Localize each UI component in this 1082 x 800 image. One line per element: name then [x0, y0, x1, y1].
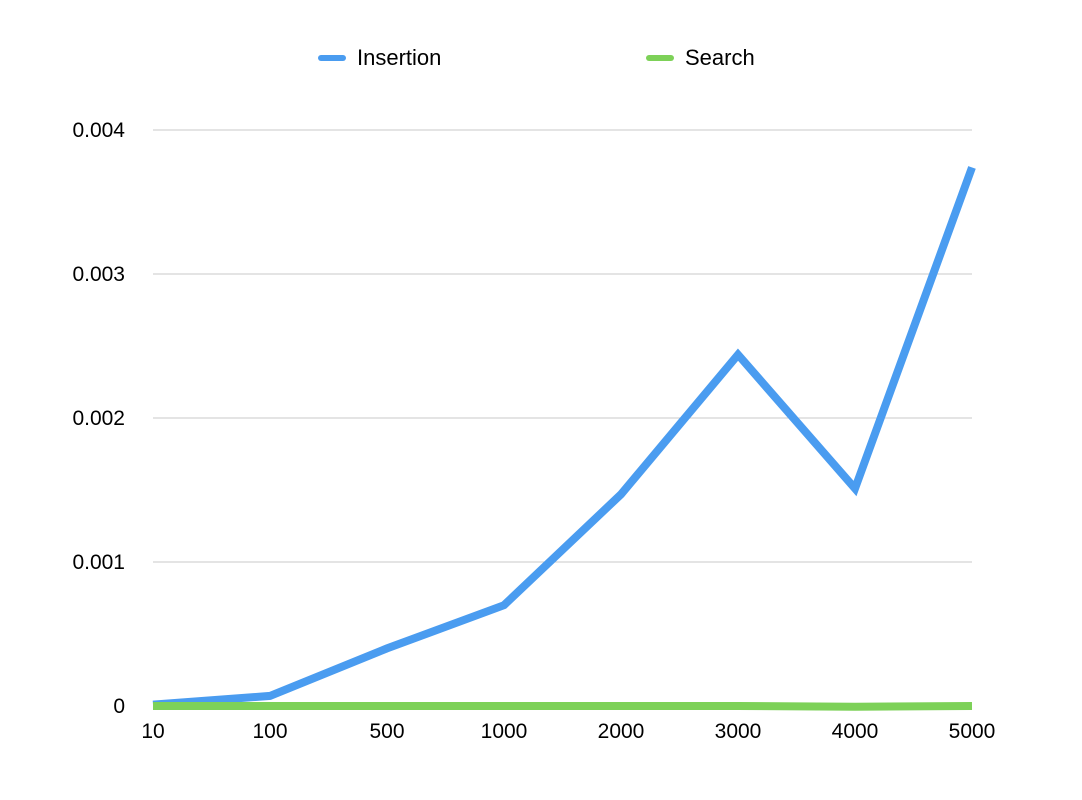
- y-tick-label: 0: [113, 695, 125, 718]
- legend-label: Search: [685, 45, 755, 70]
- y-axis-tick-labels: 0 0.001 0.002 0.003 0.004: [72, 119, 125, 718]
- gridlines: [153, 129, 972, 707]
- x-tick-label: 500: [369, 720, 404, 743]
- y-tick-label: 0.004: [72, 119, 125, 142]
- x-tick-label: 1000: [481, 720, 528, 743]
- series-line-insertion: [152, 166, 976, 709]
- series-search: [153, 702, 973, 711]
- y-tick-label: 0.003: [72, 263, 125, 286]
- y-tick-label: 0.002: [72, 407, 125, 430]
- series-lines: [152, 166, 976, 711]
- legend: Insertion Search: [318, 45, 755, 70]
- x-axis-tick-labels: 10 100 500 1000 2000 3000 4000 5000: [141, 720, 995, 743]
- x-tick-label: 4000: [832, 720, 879, 743]
- y-tick-label: 0.001: [72, 551, 125, 574]
- series-insertion: [152, 166, 976, 709]
- x-tick-label: 100: [252, 720, 287, 743]
- x-tick-label: 3000: [715, 720, 762, 743]
- legend-label: Insertion: [357, 45, 441, 70]
- legend-item-insertion: Insertion: [318, 45, 441, 70]
- x-tick-label: 10: [141, 720, 164, 743]
- x-tick-label: 2000: [598, 720, 645, 743]
- series-line-search: [153, 702, 973, 711]
- x-tick-label: 5000: [949, 720, 996, 743]
- legend-item-search: Search: [646, 45, 755, 70]
